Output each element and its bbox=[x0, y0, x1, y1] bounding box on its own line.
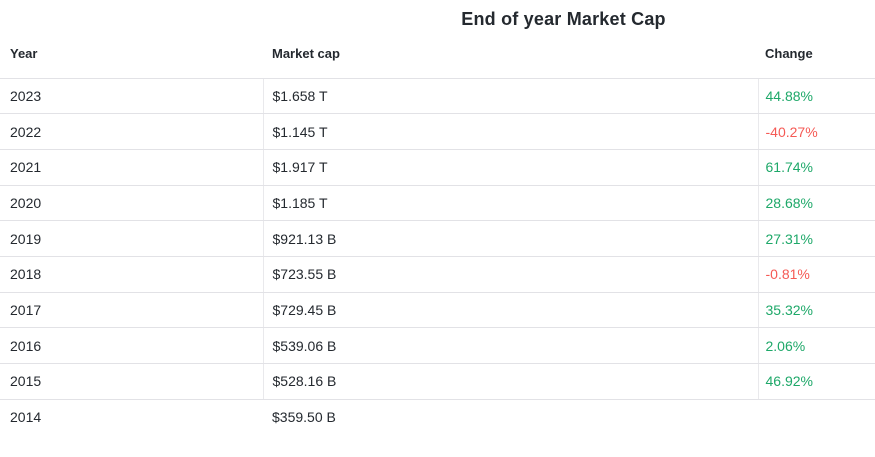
market-cap-cell: $1.658 T bbox=[262, 78, 758, 115]
column-header-market-cap: Market cap bbox=[263, 38, 758, 79]
change-cell: 46.92% bbox=[757, 363, 875, 400]
table-row: 2023 $1.658 T 44.88% bbox=[0, 78, 875, 115]
table-row: 2019 $921.13 B 27.31% bbox=[0, 220, 875, 257]
market-cap-cell: $1.145 T bbox=[262, 113, 758, 150]
page-title: End of year Market Cap bbox=[461, 9, 666, 29]
market-cap-table: Year Market cap Change 2023 $1.658 T 44.… bbox=[0, 38, 875, 435]
market-cap-cell: $1.917 T bbox=[262, 149, 758, 186]
change-cell: -40.27% bbox=[757, 113, 875, 150]
table-row: 2020 $1.185 T 28.68% bbox=[0, 185, 875, 222]
market-cap-cell: $359.50 B bbox=[272, 409, 336, 426]
market-cap-cell: $539.06 B bbox=[262, 327, 758, 364]
year-cell: 2016 bbox=[0, 327, 263, 364]
change-cell: -0.81% bbox=[757, 256, 875, 293]
year-cell: 2021 bbox=[0, 149, 263, 186]
year-cell: 2019 bbox=[0, 220, 263, 257]
table-header-row: Year Market cap Change bbox=[0, 38, 875, 79]
table-row: 2016 $539.06 B 2.06% bbox=[0, 327, 875, 364]
change-cell: 44.88% bbox=[757, 78, 875, 115]
table-row: 2021 $1.917 T 61.74% bbox=[0, 149, 875, 186]
table-row: 2022 $1.145 T -40.27% bbox=[0, 113, 875, 150]
change-cell: 61.74% bbox=[757, 149, 875, 186]
market-cap-cell: $921.13 B bbox=[262, 220, 758, 257]
table-row: 2015 $528.16 B 46.92% bbox=[0, 363, 875, 400]
table-row: 2014 $359.50 B bbox=[0, 399, 875, 435]
year-cell: 2015 bbox=[0, 363, 263, 400]
year-cell: 2018 bbox=[0, 256, 263, 293]
table-row: 2017 $729.45 B 35.32% bbox=[0, 292, 875, 329]
year-cell: 2023 bbox=[0, 78, 263, 115]
change-cell: 2.06% bbox=[757, 327, 875, 364]
market-cap-cell: $723.55 B bbox=[262, 256, 758, 293]
year-cell: 2022 bbox=[0, 113, 263, 150]
year-cell: 2014 bbox=[10, 409, 42, 426]
change-cell: 28.68% bbox=[757, 185, 875, 222]
market-cap-cell: $729.45 B bbox=[262, 292, 758, 329]
change-cell: 27.31% bbox=[757, 220, 875, 257]
change-cell: 35.32% bbox=[757, 292, 875, 329]
title-bar: End of year Market Cap bbox=[0, 0, 875, 31]
column-header-change: Change bbox=[758, 38, 875, 79]
table-row: 2018 $723.55 B -0.81% bbox=[0, 256, 875, 293]
market-cap-cell: $528.16 B bbox=[262, 363, 758, 400]
column-header-year: Year bbox=[0, 38, 263, 79]
year-cell: 2017 bbox=[0, 292, 263, 329]
table-header: Year Market cap Change bbox=[0, 38, 875, 79]
market-cap-cell: $1.185 T bbox=[262, 185, 758, 222]
change-cell bbox=[758, 399, 875, 435]
year-cell: 2020 bbox=[0, 185, 263, 222]
market-cap-table-body: 2023 $1.658 T 44.88% 2022 $1.145 T -40.2… bbox=[0, 78, 875, 435]
